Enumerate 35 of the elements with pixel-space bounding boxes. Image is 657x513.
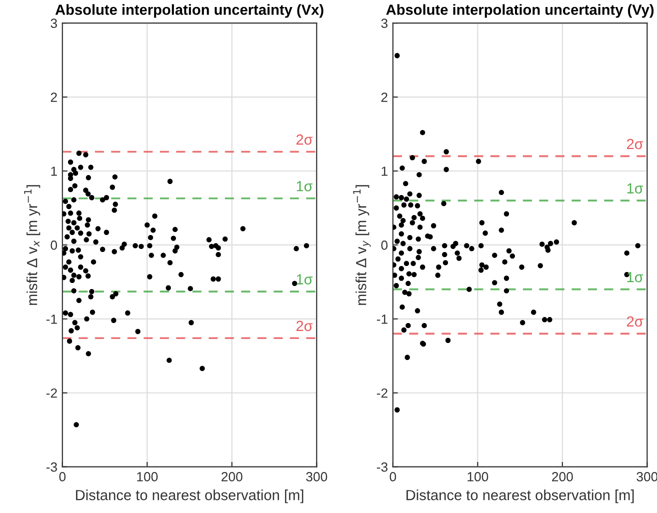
ref-line-label: 1σ — [627, 272, 644, 282]
y-tick-label: 2 — [50, 92, 57, 102]
ref-line-label: 2σ — [626, 316, 644, 327]
y-tick-label: -1 — [376, 314, 388, 324]
y-tick-label: 2 — [381, 92, 388, 102]
ref-line-label: 1σ — [627, 183, 644, 194]
y-tick-label: 1 — [382, 166, 388, 176]
y-tick-label: -3 — [376, 462, 388, 472]
y-tick-label: 0 — [50, 240, 58, 250]
ref-line-label: 2σ — [296, 320, 313, 332]
x-tick-label: 100 — [468, 472, 488, 482]
x-axis-title: Distance to nearest observation [m] — [406, 490, 634, 504]
ref-line-label: 1σ — [296, 274, 313, 284]
y-tick-label: 0 — [381, 240, 388, 250]
x-axis-title: Distance to nearest observation [m] — [76, 490, 304, 504]
x-tick-label: 0 — [390, 472, 396, 482]
x-tick-label: 100 — [137, 472, 158, 482]
ref-line-label: 2σ — [296, 134, 313, 145]
y-tick-label: 3 — [381, 18, 388, 28]
y-tick-label: 3 — [50, 18, 57, 28]
y-axis-title: misfit Δ v$_{y}$ [m yr$^{−1}$] — [353, 185, 371, 305]
y-tick-label: -2 — [46, 388, 57, 398]
y-tick-label: -1 — [46, 314, 57, 324]
x-tick-label: 200 — [552, 472, 573, 482]
chart-title: Absolute interpolation uncertainty (Vx) — [55, 4, 324, 18]
x-tick-label: 0 — [59, 472, 66, 482]
x-tick-label: 200 — [222, 472, 242, 482]
x-tick-label: 300 — [306, 472, 328, 482]
ref-line-label: 2σ — [626, 138, 644, 150]
y-tick-label: 1 — [51, 166, 57, 176]
y-axis-title: misfit Δ v$_{x}$ [m yr$^{−1}$] — [24, 185, 40, 305]
y-tick-label: -2 — [376, 388, 388, 398]
chart-title: Absolute interpolation uncertainty (Vy) — [386, 4, 654, 18]
y-tick-label: -3 — [46, 462, 57, 472]
ref-line-label: 1σ — [296, 181, 313, 192]
